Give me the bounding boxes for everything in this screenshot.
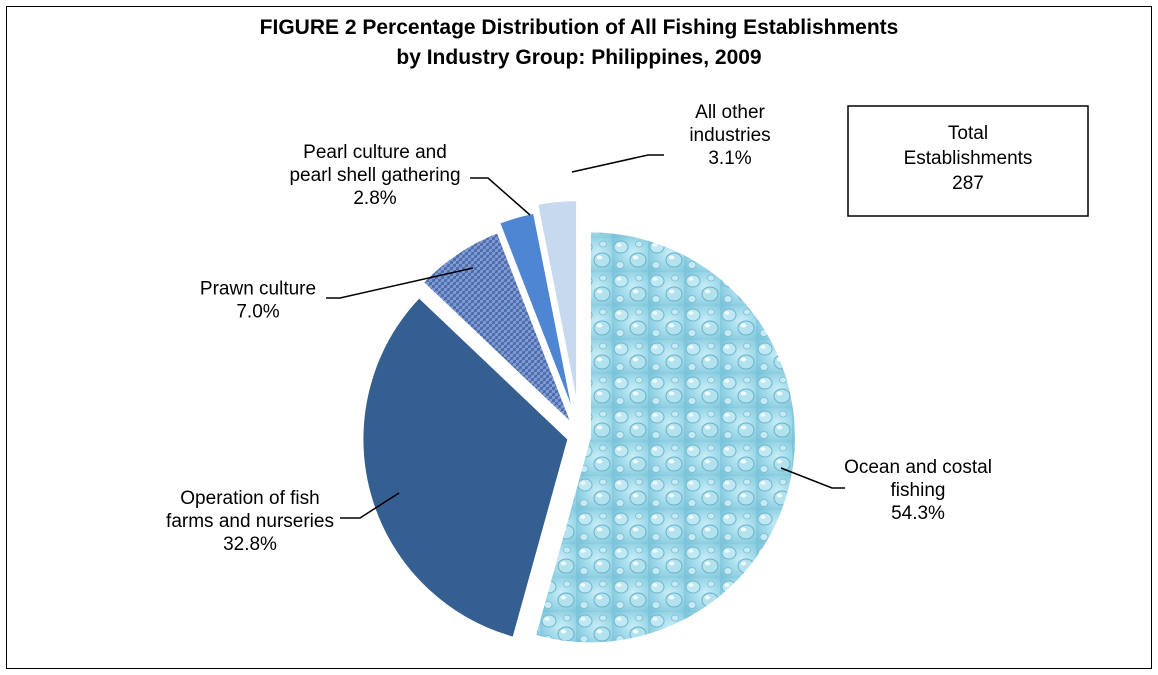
chart-title-line-2: by Industry Group: Philippines, 2009 (396, 46, 761, 69)
leader-line-pearl (470, 177, 531, 216)
slice-label-pearl: pearl shell gathering (289, 165, 460, 186)
slice-label-other: All other (695, 102, 765, 123)
slice-prawn (421, 231, 574, 426)
slice-ocean (533, 230, 797, 645)
slice-label-ocean: Ocean and costal (844, 457, 992, 478)
slice-percent-fishfarms: 32.8% (223, 534, 277, 555)
total-box: Total Establishments 287 (847, 105, 1089, 217)
slice-label-prawn: Prawn culture (200, 279, 316, 300)
leader-line-other (571, 154, 664, 173)
leader-line-fishfarms (340, 492, 400, 519)
total-box-line-2: Establishments (904, 148, 1033, 169)
slice-label-fishfarms: Operation of fish (180, 488, 319, 509)
chart-title-line-1: FIGURE 2 Percentage Distribution of All … (260, 16, 899, 39)
slice-other (536, 199, 579, 407)
slice-percent-prawn: 7.0% (236, 302, 279, 323)
leader-line-ocean (780, 467, 845, 489)
slice-percent-other: 3.1% (708, 148, 751, 169)
slice-label-other: industries (689, 125, 770, 146)
slice-percent-pearl: 2.8% (353, 188, 396, 209)
total-box-line-1: Total (948, 123, 988, 144)
slice-fishfarms (361, 295, 570, 639)
slice-label-ocean: fishing (891, 480, 946, 501)
slice-label-fishfarms: farms and nurseries (166, 511, 334, 532)
leader-line-prawn (326, 267, 474, 299)
slice-pearl (497, 211, 575, 416)
slice-percent-ocean: 54.3% (891, 503, 945, 524)
total-box-line-3: 287 (952, 173, 984, 194)
slice-label-pearl: Pearl culture and (303, 142, 447, 163)
